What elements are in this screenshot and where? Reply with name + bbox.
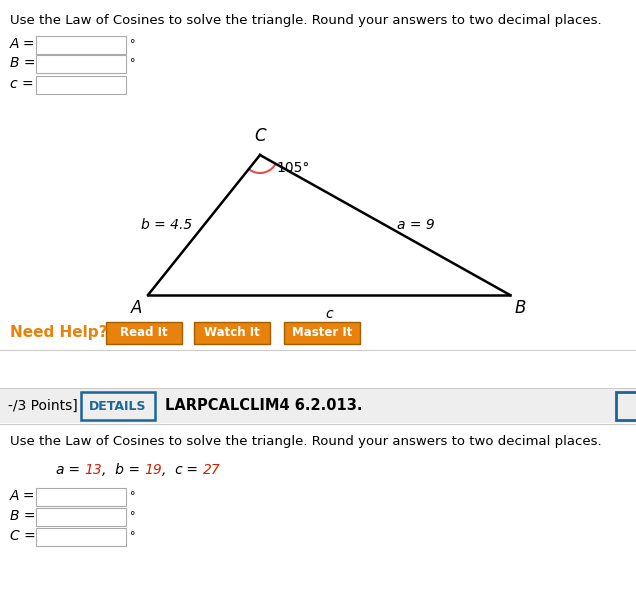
Text: Read It: Read It (120, 326, 168, 340)
Text: °: ° (130, 531, 135, 541)
Text: b = 4.5: b = 4.5 (141, 218, 192, 232)
Text: 105°: 105° (276, 161, 309, 175)
Text: 13: 13 (84, 463, 102, 477)
Text: =: = (183, 463, 203, 477)
Text: °: ° (130, 39, 135, 49)
FancyBboxPatch shape (81, 392, 155, 420)
Text: Use the Law of Cosines to solve the triangle. Round your answers to two decimal : Use the Law of Cosines to solve the tria… (10, 14, 602, 27)
FancyBboxPatch shape (36, 508, 126, 526)
Text: A: A (130, 299, 142, 317)
Text: a: a (55, 463, 64, 477)
Text: c: c (325, 307, 333, 321)
Text: °: ° (130, 511, 135, 521)
Text: 19: 19 (144, 463, 162, 477)
FancyBboxPatch shape (36, 76, 126, 94)
Text: A =: A = (10, 489, 36, 503)
Text: A =: A = (10, 37, 36, 51)
Text: 27: 27 (203, 463, 221, 477)
FancyBboxPatch shape (36, 528, 126, 546)
Text: ,  b: , b (102, 463, 123, 477)
Text: °: ° (130, 58, 135, 68)
Text: a = 9: a = 9 (397, 218, 435, 232)
Text: c =: c = (10, 77, 34, 91)
FancyBboxPatch shape (106, 322, 182, 344)
FancyBboxPatch shape (194, 322, 270, 344)
FancyBboxPatch shape (36, 36, 126, 54)
Text: LARPCALCLIM4 6.2.013.: LARPCALCLIM4 6.2.013. (165, 399, 363, 414)
FancyBboxPatch shape (284, 322, 360, 344)
Text: -/3 Points]: -/3 Points] (8, 399, 78, 413)
Text: °: ° (130, 491, 135, 501)
Text: Watch It: Watch It (204, 326, 260, 340)
Text: B =: B = (10, 56, 36, 70)
Text: =: = (123, 463, 144, 477)
Text: Use the Law of Cosines to solve the triangle. Round your answers to two decimal : Use the Law of Cosines to solve the tria… (10, 435, 602, 448)
Text: Need Help?: Need Help? (10, 326, 107, 341)
FancyBboxPatch shape (36, 55, 126, 73)
Text: Master It: Master It (292, 326, 352, 340)
Text: B: B (515, 299, 527, 317)
Text: DETAILS: DETAILS (89, 400, 147, 412)
Text: B =: B = (10, 509, 36, 523)
FancyBboxPatch shape (616, 392, 636, 420)
FancyBboxPatch shape (36, 488, 126, 506)
Text: C: C (254, 127, 266, 145)
Text: C =: C = (10, 529, 36, 543)
Text: =: = (64, 463, 84, 477)
Text: ,  c: , c (162, 463, 183, 477)
FancyBboxPatch shape (0, 389, 636, 423)
